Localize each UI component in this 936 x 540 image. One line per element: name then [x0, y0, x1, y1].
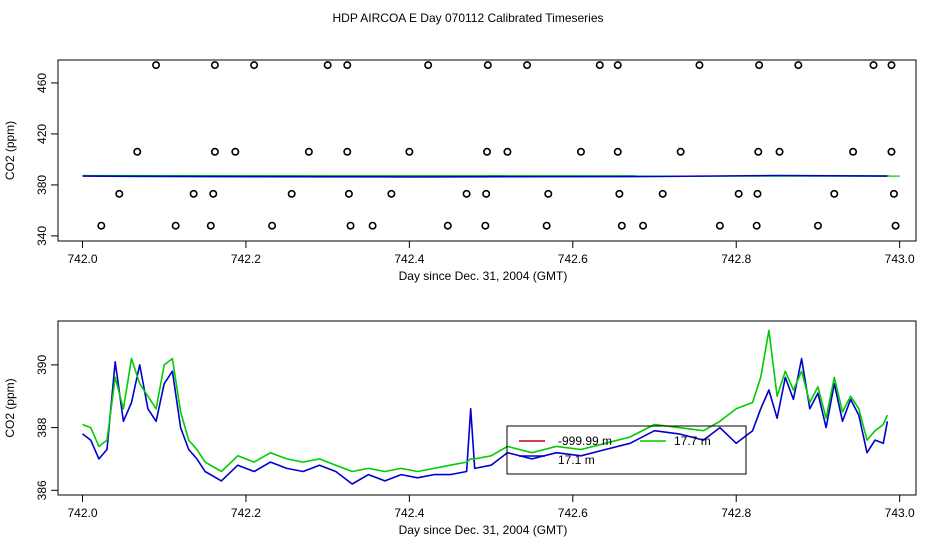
data-point — [344, 189, 353, 198]
data-point — [368, 221, 377, 230]
x-axis-label: Day since Dec. 31, 2004 (GMT) — [399, 523, 568, 537]
data-point — [115, 189, 124, 198]
y-tick-label: 386 — [35, 480, 49, 500]
x-tick-label: 742.8 — [721, 252, 751, 266]
y-axis-label: CO2 (ppm) — [3, 121, 17, 180]
data-point — [891, 221, 900, 230]
plot-frame — [57, 320, 917, 496]
page-title: HDP AIRCOA E Day 070112 Calibrated Times… — [332, 11, 603, 25]
x-tick-label: 742.4 — [394, 506, 424, 520]
data-point — [617, 221, 626, 230]
data-point — [171, 221, 180, 230]
y-tick-label: 388 — [35, 417, 49, 437]
series-line-1 — [82, 174, 888, 178]
data-point — [813, 221, 822, 230]
data-point — [268, 221, 277, 230]
data-point — [503, 147, 512, 156]
data-point — [287, 189, 296, 198]
data-point — [405, 147, 414, 156]
co2-scatter-panel: 742.0 742.2 742.4 742.6 742.8 743.0 340 380 420 4… — [3, 59, 917, 283]
series-line-1 — [82, 329, 889, 473]
x-tick-label: 743.0 — [885, 506, 915, 520]
data-point — [755, 61, 764, 70]
y-tick-label: 460 — [35, 73, 49, 93]
data-point — [231, 147, 240, 156]
x-tick-label: 742.6 — [558, 252, 588, 266]
legend-label: 17.7 m — [674, 434, 711, 448]
series-line-17-1-m — [82, 357, 889, 485]
data-point — [752, 221, 761, 230]
x-tick-label: 742.0 — [67, 252, 97, 266]
data-point — [576, 147, 585, 156]
data-point — [210, 61, 219, 70]
x-tick-label: 743.0 — [885, 252, 915, 266]
data-point — [734, 189, 743, 198]
data-point — [346, 221, 355, 230]
data-point — [483, 61, 492, 70]
x-tick-label: 742.2 — [231, 506, 261, 520]
data-point — [481, 221, 490, 230]
data-point — [304, 147, 313, 156]
data-point — [209, 189, 218, 198]
y-tick-label: 420 — [35, 124, 49, 144]
data-point — [889, 189, 898, 198]
x-axis-label: Day since Dec. 31, 2004 (GMT) — [399, 269, 568, 283]
data-point — [97, 221, 106, 230]
data-point — [210, 147, 219, 156]
data-point — [152, 61, 161, 70]
legend-label: 17.1 m — [558, 453, 595, 467]
data-point — [754, 147, 763, 156]
data-point — [542, 221, 551, 230]
data-point — [595, 61, 604, 70]
data-point — [887, 147, 896, 156]
x-tick-label: 742.8 — [721, 506, 751, 520]
data-point — [715, 221, 724, 230]
data-point — [343, 61, 352, 70]
x-tick-label: 742.4 — [394, 252, 424, 266]
data-point — [133, 147, 142, 156]
data-point — [189, 189, 198, 198]
data-point — [206, 221, 215, 230]
data-point — [443, 221, 452, 230]
data-point — [544, 189, 553, 198]
x-tick-label: 742.0 — [67, 506, 97, 520]
data-point — [613, 147, 622, 156]
legend-box — [506, 425, 747, 475]
legend-label: -999.99 m — [558, 434, 612, 448]
data-point — [613, 61, 622, 70]
y-axis-label: CO2 (ppm) — [3, 378, 17, 437]
data-point — [615, 189, 624, 198]
data-point — [250, 61, 259, 70]
data-point — [639, 221, 648, 230]
data-point — [424, 61, 433, 70]
co2-line-panel: 742.0 742.2 742.4 742.6 742.8 743.0 386 388 390 D… — [3, 320, 917, 537]
data-point — [387, 189, 396, 198]
data-point — [482, 147, 491, 156]
y-tick-label: 390 — [35, 355, 49, 375]
data-point — [462, 189, 471, 198]
data-point — [775, 147, 784, 156]
data-point — [323, 61, 332, 70]
y-tick-label: 340 — [35, 226, 49, 246]
data-point — [343, 147, 352, 156]
data-point — [753, 189, 762, 198]
plot-frame — [57, 59, 917, 242]
data-point — [695, 61, 704, 70]
x-tick-label: 742.2 — [231, 252, 261, 266]
data-point — [887, 61, 896, 70]
data-point — [482, 189, 491, 198]
data-point — [523, 61, 532, 70]
y-tick-label: 380 — [35, 175, 49, 195]
data-point — [849, 147, 858, 156]
data-point — [658, 189, 667, 198]
data-point — [794, 61, 803, 70]
data-point — [830, 189, 839, 198]
data-point — [676, 147, 685, 156]
x-tick-label: 742.6 — [558, 506, 588, 520]
data-point — [869, 61, 878, 70]
